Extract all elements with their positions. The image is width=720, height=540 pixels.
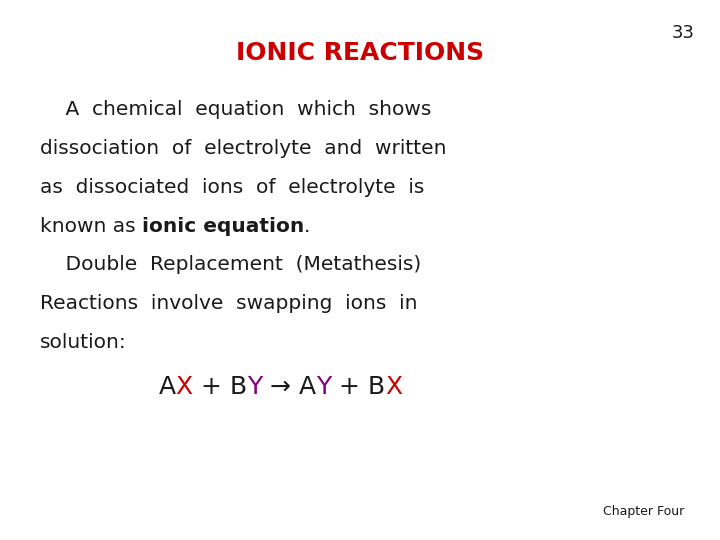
Text: ionic equation: ionic equation xyxy=(142,217,304,235)
Text: Reactions  involve  swapping  ions  in: Reactions involve swapping ions in xyxy=(40,294,417,313)
Text: A: A xyxy=(158,375,176,399)
Text: known as: known as xyxy=(40,217,142,235)
Text: → A: → A xyxy=(262,375,316,399)
Text: dissociation  of  electrolyte  and  written: dissociation of electrolyte and written xyxy=(40,139,446,158)
Text: IONIC REACTIONS: IONIC REACTIONS xyxy=(236,40,484,64)
Text: 33: 33 xyxy=(672,24,695,42)
Text: + B: + B xyxy=(331,375,385,399)
Text: .: . xyxy=(304,217,310,235)
Text: Y: Y xyxy=(247,375,262,399)
Text: Y: Y xyxy=(316,375,331,399)
Text: + B: + B xyxy=(193,375,247,399)
Text: A  chemical  equation  which  shows: A chemical equation which shows xyxy=(40,100,431,119)
Text: X: X xyxy=(385,375,402,399)
Text: X: X xyxy=(176,375,193,399)
Text: Double  Replacement  (Metathesis): Double Replacement (Metathesis) xyxy=(40,255,421,274)
Text: Chapter Four: Chapter Four xyxy=(603,505,684,518)
Text: solution:: solution: xyxy=(40,333,126,352)
Text: as  dissociated  ions  of  electrolyte  is: as dissociated ions of electrolyte is xyxy=(40,178,424,197)
